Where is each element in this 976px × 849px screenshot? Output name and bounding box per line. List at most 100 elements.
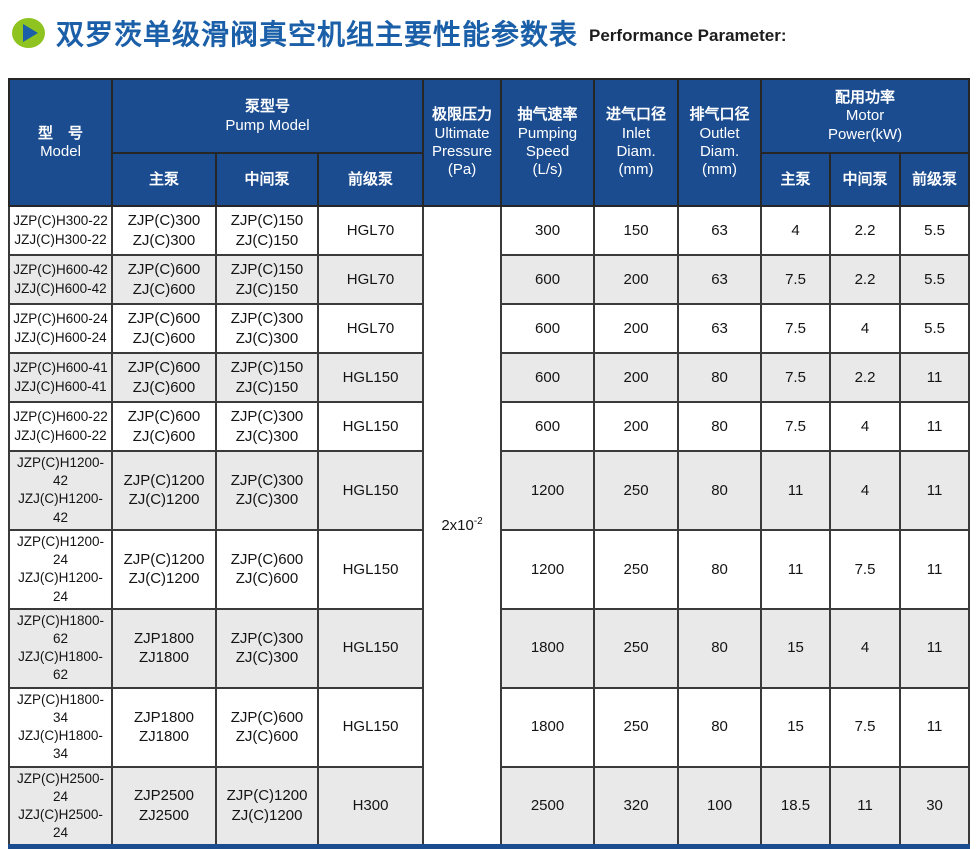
play-triangle-icon [23, 23, 38, 42]
cell-fore-pump: HGL70 [316, 254, 425, 305]
cell-inlet-diam: 250 [593, 607, 680, 689]
header-middle-pump-label: 中间泵 [244, 170, 290, 188]
cell-outlet-diam: 80 [677, 607, 763, 689]
cell-inlet-diam: 320 [593, 765, 680, 848]
header-row-subcolumns: 主泵 中间泵 前级泵 主泵 中间泵 前级泵 [9, 152, 971, 207]
header-motor-group-en: Motor Power(kW) [827, 107, 903, 143]
table-row: JZP(C)H600-41 JZJ(C)H600-41 ZJP(C)600 ZJ(C… [8, 352, 971, 403]
cell-power-main: 4 [760, 205, 832, 256]
header-power-fore-label: 前级泵 [912, 170, 958, 188]
cell-power-fore: 5.5 [899, 205, 971, 256]
header-power-main-label: 主泵 [780, 170, 811, 188]
cell-middle-pump: ZJP(C)300 ZJ(C)300 [215, 303, 319, 354]
header-fore-pump-label: 前级泵 [348, 170, 394, 188]
cell-fore-pump: HGL150 [316, 450, 425, 531]
header-pump-group-cn: 泵型号 [245, 98, 291, 116]
cell-fore-pump: HGL150 [316, 401, 425, 452]
header-ultimate-pressure: 极限压力 Ultimate Pressure (Pa) [422, 78, 503, 207]
header-pump-model-group: 泵型号 Pump Model [110, 78, 425, 154]
page-title-cn: 双罗茨单级滑阀真空机组主要性能参数表 [56, 18, 579, 50]
cell-model: JZP(C)H600-24 JZJ(C)H600-24 [8, 303, 113, 354]
cell-fore-pump: HGL150 [316, 686, 425, 768]
cell-main-pump: ZJP(C)1200 ZJ(C)1200 [111, 450, 217, 531]
play-bullet-icon [12, 17, 45, 48]
table-row: JZP(C)H1800-62 JZJ(C)H1800-62 ZJP1800 ZJ18… [8, 607, 971, 689]
header-speed-cn: 抽气速率 [517, 106, 578, 124]
cell-main-pump: ZJP2500 ZJ2500 [111, 765, 217, 848]
cell-power-main: 7.5 [760, 303, 832, 354]
cell-power-fore: 11 [899, 401, 971, 452]
header-motor-group-cn: 配用功率 [835, 88, 896, 106]
cell-pumping-speed: 600 [500, 352, 596, 403]
cell-power-main: 7.5 [760, 254, 832, 305]
cell-model: JZP(C)H300-22 JZJ(C)H300-22 [8, 205, 113, 256]
header-speed-en: Pumping Speed (L/s) [517, 124, 578, 179]
cell-middle-pump: ZJP(C)1200 ZJ(C)1200 [215, 765, 319, 848]
cell-power-middle: 4 [829, 401, 902, 452]
table-row: JZP(C)H1200-42 JZJ(C)H1200-42 ZJP(C)1200 Z… [8, 450, 971, 531]
table-row: JZP(C)H600-24 JZJ(C)H600-24 ZJP(C)600 ZJ(C… [8, 303, 971, 354]
cell-fore-pump: HGL150 [316, 352, 425, 403]
header-outlet-cn: 排气口径 [689, 106, 750, 124]
cell-power-middle: 2.2 [829, 352, 902, 403]
cell-power-main: 11 [760, 450, 832, 531]
table-row: JZP(C)H600-42 JZJ(C)H600-42 ZJP(C)600 ZJ(C… [8, 254, 971, 305]
cell-power-fore: 11 [899, 528, 971, 610]
cell-middle-pump: ZJP(C)300 ZJ(C)300 [215, 450, 319, 531]
header-inlet-en: Inlet Diam. (mm) [616, 124, 656, 179]
cell-outlet-diam: 80 [677, 352, 763, 403]
cell-outlet-diam: 80 [677, 528, 763, 610]
cell-fore-pump: H300 [316, 765, 425, 848]
cell-model: JZP(C)H1800-62 JZJ(C)H1800-62 [8, 607, 113, 689]
header-power-main-pump: 主泵 [760, 152, 832, 207]
cell-power-middle: 4 [829, 303, 902, 354]
header-fore-pump: 前级泵 [316, 152, 425, 207]
cell-power-fore: 5.5 [899, 303, 971, 354]
cell-pumping-speed: 600 [500, 303, 596, 354]
table-row: JZP(C)H300-22 JZJ(C)H300-22 ZJP(C)300 ZJ(C… [8, 205, 971, 848]
cell-power-middle: 4 [829, 450, 902, 531]
cell-fore-pump: HGL70 [316, 205, 425, 256]
cell-model: JZP(C)H600-22 JZJ(C)H600-22 [8, 401, 113, 452]
header-power-middle-label: 中间泵 [842, 170, 888, 188]
cell-outlet-diam: 100 [677, 765, 763, 848]
cell-main-pump: ZJP(C)1200 ZJ(C)1200 [111, 528, 217, 610]
cell-outlet-diam: 63 [677, 303, 763, 354]
cell-fore-pump: HGL150 [316, 607, 425, 689]
header-inlet-diam: 进气口径 Inlet Diam. (mm) [593, 78, 680, 207]
cell-pumping-speed: 600 [500, 401, 596, 452]
cell-main-pump: ZJP(C)300 ZJ(C)300 [111, 205, 217, 256]
cell-pumping-speed: 1200 [500, 528, 596, 610]
cell-inlet-diam: 200 [593, 254, 680, 305]
cell-main-pump: ZJP(C)600 ZJ(C)600 [111, 254, 217, 305]
cell-middle-pump: ZJP(C)150 ZJ(C)150 [215, 254, 319, 305]
header-power-middle-pump: 中间泵 [829, 152, 902, 207]
cell-ultimate-pressure: 2x10-2 [422, 205, 503, 848]
header-middle-pump: 中间泵 [215, 152, 319, 207]
table-row: JZP(C)H1200-24 JZJ(C)H1200-24 ZJP(C)1200 Z… [8, 528, 971, 610]
header-model-cn: 型 号 [37, 124, 83, 142]
header-pump-group-en: Pump Model [225, 116, 310, 134]
cell-power-fore: 11 [899, 686, 971, 768]
cell-middle-pump: ZJP(C)600 ZJ(C)600 [215, 686, 319, 768]
cell-pumping-speed: 1200 [500, 450, 596, 531]
header-model-en: Model [40, 143, 81, 161]
cell-power-main: 15 [760, 686, 832, 768]
cell-model: JZP(C)H1200-42 JZJ(C)H1200-42 [8, 450, 113, 531]
table-body: JZP(C)H300-22 JZJ(C)H300-22 ZJP(C)300 ZJ(C… [8, 205, 971, 848]
cell-pumping-speed: 300 [500, 205, 596, 256]
page-title-en: Performance Parameter: [589, 26, 787, 45]
cell-outlet-diam: 80 [677, 686, 763, 768]
cell-power-middle: 11 [829, 765, 902, 848]
cell-outlet-diam: 63 [677, 254, 763, 305]
header-power-fore-pump: 前级泵 [899, 152, 971, 207]
cell-middle-pump: ZJP(C)150 ZJ(C)150 [215, 352, 319, 403]
cell-outlet-diam: 80 [677, 401, 763, 452]
cell-inlet-diam: 150 [593, 205, 680, 256]
cell-power-main: 18.5 [760, 765, 832, 848]
cell-inlet-diam: 200 [593, 401, 680, 452]
cell-model: JZP(C)H1200-24 JZJ(C)H1200-24 [8, 528, 113, 610]
cell-inlet-diam: 200 [593, 352, 680, 403]
cell-model: JZP(C)H600-41 JZJ(C)H600-41 [8, 352, 113, 403]
cell-pumping-speed: 2500 [500, 765, 596, 848]
